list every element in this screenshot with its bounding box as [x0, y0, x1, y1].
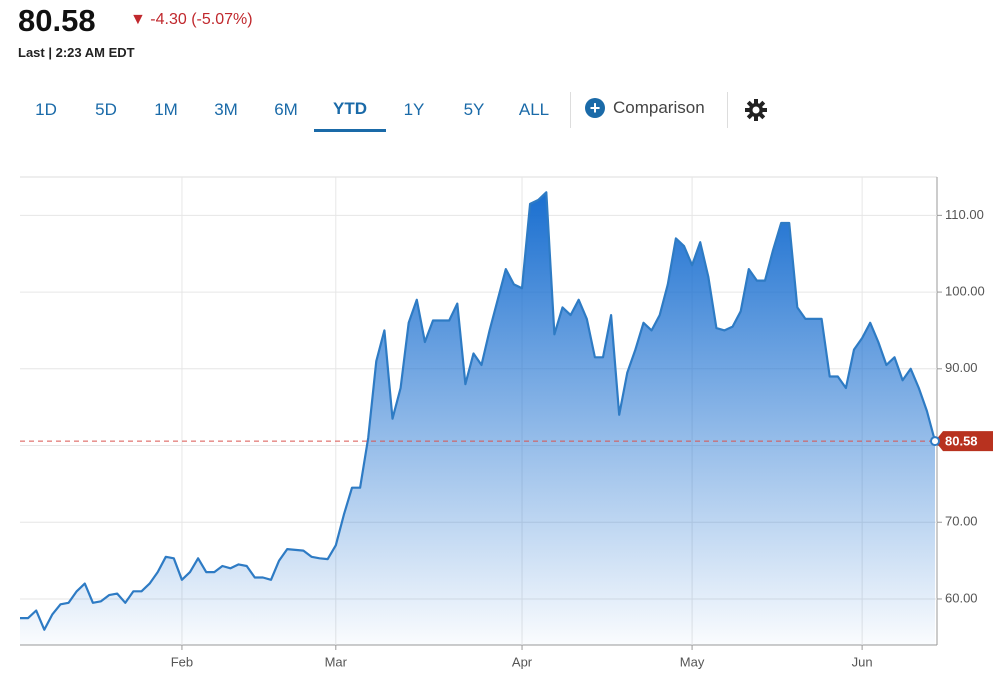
tab[interactable]: 5D — [95, 100, 117, 119]
last-point — [930, 436, 940, 447]
x-tick-label: Apr — [512, 654, 533, 669]
tab-active[interactable]: YTD — [314, 89, 386, 132]
area — [20, 192, 935, 646]
x-tick-label: Jun — [852, 654, 873, 669]
x-tick-label: Feb — [171, 654, 193, 669]
tab[interactable]: 5Y — [463, 100, 485, 119]
tab[interactable]: 1M — [154, 100, 178, 119]
separator — [727, 92, 728, 128]
plus-icon: + — [585, 98, 605, 118]
comparison-button[interactable]: + Comparison — [585, 98, 705, 118]
x-tick-label: May — [680, 654, 705, 669]
last-time: Last | 2:23 AM EDT — [18, 45, 135, 60]
tab[interactable]: 1Y — [403, 100, 425, 119]
price-change: ▼ -4.30 (-5.07%) — [130, 11, 253, 28]
range-tabs: 1D 5D 1M 3M 6M YTD 1Y 5Y ALL — [0, 88, 564, 132]
tab[interactable]: 3M — [214, 100, 238, 119]
settings-icon[interactable] — [744, 98, 768, 122]
last-price-badge — [935, 431, 993, 452]
y-tick-label: 100.00 — [945, 284, 985, 299]
comparison-label: Comparison — [613, 98, 705, 117]
price: 80.58 — [18, 3, 96, 38]
tab[interactable]: ALL — [518, 100, 550, 119]
line — [20, 191, 937, 631]
y-tick-label: 110.00 — [945, 207, 984, 222]
x-tick-label: Mar — [325, 654, 348, 669]
tab[interactable]: 1D — [35, 100, 57, 119]
y-tick-label: 70.00 — [945, 514, 978, 529]
y-tick-label: 60.00 — [945, 590, 978, 605]
separator — [570, 92, 571, 128]
last-price-label: 80.58 — [945, 434, 978, 449]
tab[interactable]: 6M — [274, 100, 298, 119]
y-tick-label: 90.00 — [945, 360, 978, 375]
